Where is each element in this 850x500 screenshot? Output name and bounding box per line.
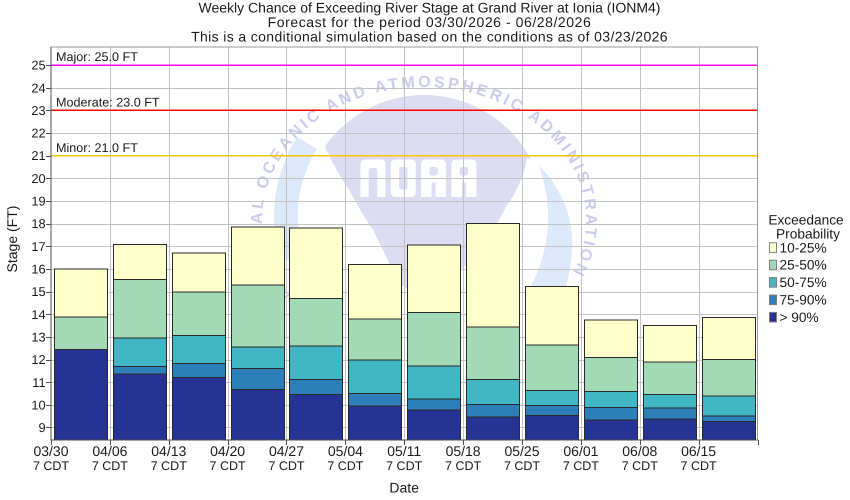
svg-text:Weekly Chance of Exceeding Riv: Weekly Chance of Exceeding River Stage a… <box>199 0 661 16</box>
svg-text:17: 17 <box>31 239 45 254</box>
svg-text:24: 24 <box>31 80 45 95</box>
svg-text:18: 18 <box>31 216 45 231</box>
svg-text:10-25%: 10-25% <box>780 240 827 255</box>
svg-text:05/18: 05/18 <box>446 443 481 459</box>
svg-text:06/15: 06/15 <box>681 443 716 459</box>
svg-text:04/13: 04/13 <box>151 443 186 459</box>
svg-text:04/06: 04/06 <box>92 443 127 459</box>
svg-text:12: 12 <box>31 352 45 367</box>
svg-text:21: 21 <box>31 148 45 163</box>
svg-text:7 CDT: 7 CDT <box>681 459 717 473</box>
svg-text:9: 9 <box>38 420 45 435</box>
svg-text:25: 25 <box>31 58 45 73</box>
svg-text:Forecast for the period 03/30/: Forecast for the period 03/30/2026 - 06/… <box>268 14 592 30</box>
svg-text:75-90%: 75-90% <box>780 293 827 308</box>
svg-text:> 90%: > 90% <box>780 310 819 325</box>
svg-text:7 CDT: 7 CDT <box>386 459 422 473</box>
svg-text:7 CDT: 7 CDT <box>92 459 128 473</box>
svg-text:Major: 25.0 FT: Major: 25.0 FT <box>56 50 138 64</box>
svg-text:7 CDT: 7 CDT <box>445 459 481 473</box>
svg-text:7 CDT: 7 CDT <box>563 459 599 473</box>
svg-text:15: 15 <box>31 284 45 299</box>
svg-text:03/30: 03/30 <box>33 443 68 459</box>
svg-text:Stage (FT): Stage (FT) <box>4 206 20 273</box>
svg-text:Probability: Probability <box>776 227 840 242</box>
svg-text:Date: Date <box>389 480 419 496</box>
svg-text:04/20: 04/20 <box>210 443 245 459</box>
svg-text:Exceedance: Exceedance <box>768 213 843 228</box>
svg-text:50-75%: 50-75% <box>780 275 827 290</box>
svg-text:7 CDT: 7 CDT <box>268 459 304 473</box>
svg-text:11: 11 <box>32 375 45 390</box>
svg-text:13: 13 <box>31 330 45 345</box>
svg-text:06/08: 06/08 <box>622 443 657 459</box>
svg-text:20: 20 <box>31 171 45 186</box>
svg-text:04/27: 04/27 <box>269 443 304 459</box>
svg-text:7 CDT: 7 CDT <box>327 459 363 473</box>
svg-text:7 CDT: 7 CDT <box>504 459 540 473</box>
svg-text:7 CDT: 7 CDT <box>210 459 246 473</box>
svg-text:Moderate: 23.0 FT: Moderate: 23.0 FT <box>56 96 160 110</box>
svg-text:7 CDT: 7 CDT <box>151 459 187 473</box>
svg-text:7 CDT: 7 CDT <box>33 459 69 473</box>
svg-text:16: 16 <box>31 262 45 277</box>
svg-text:05/11: 05/11 <box>387 443 421 459</box>
svg-text:05/25: 05/25 <box>504 443 539 459</box>
svg-text:05/04: 05/04 <box>328 443 363 459</box>
svg-text:14: 14 <box>31 307 45 322</box>
svg-text:23: 23 <box>31 103 45 118</box>
svg-text:This is a conditional simulati: This is a conditional simulation based o… <box>191 28 668 44</box>
svg-text:22: 22 <box>31 126 45 141</box>
svg-text:19: 19 <box>31 194 45 209</box>
svg-text:06/01: 06/01 <box>563 443 598 459</box>
svg-text:7 CDT: 7 CDT <box>622 459 658 473</box>
svg-text:10: 10 <box>31 397 45 412</box>
svg-text:Minor: 21.0 FT: Minor: 21.0 FT <box>56 141 138 155</box>
svg-text:25-50%: 25-50% <box>780 258 827 273</box>
